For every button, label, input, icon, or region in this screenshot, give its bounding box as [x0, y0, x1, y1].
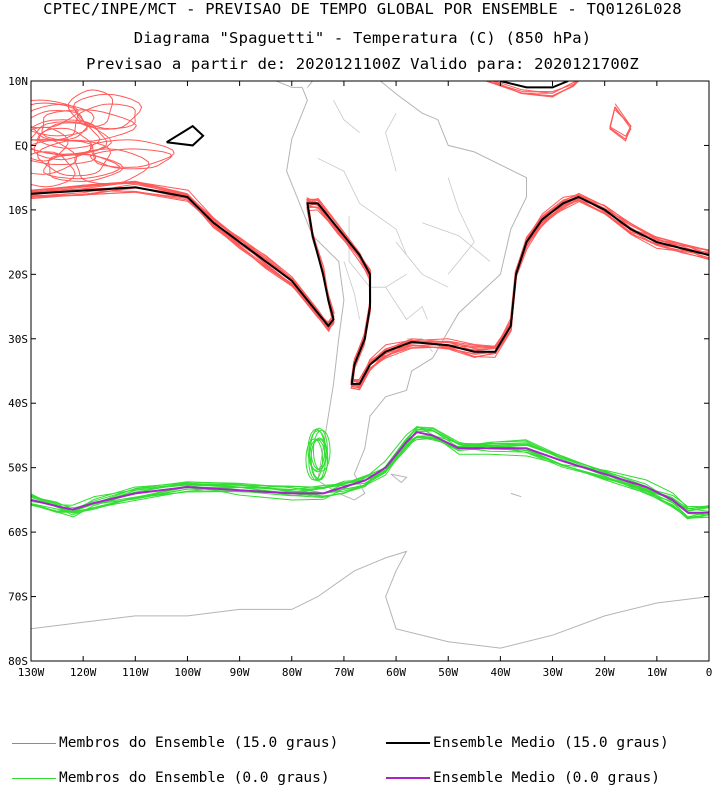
x-tick-label: 0	[706, 666, 713, 679]
legend-swatch	[12, 777, 56, 779]
legend-item-mean-15: Ensemble Medio (15.0 graus)	[386, 735, 669, 751]
y-tick-label: 70S	[8, 591, 28, 604]
member-loop-15	[31, 138, 78, 175]
legend-label: Membros do Ensemble (15.0 graus)	[59, 735, 339, 751]
country-border	[333, 100, 360, 133]
legend-swatch	[386, 742, 430, 744]
member-loop-0	[305, 438, 324, 481]
x-tick-label: 110W	[122, 666, 149, 679]
plot-frame	[30, 80, 710, 662]
member-loop-15	[31, 102, 79, 142]
mean-line-0	[31, 431, 709, 514]
member-loop-15	[43, 153, 120, 180]
x-tick-label: 30W	[543, 666, 563, 679]
south-america-outline	[286, 81, 527, 501]
member-line-15	[31, 191, 709, 387]
member-line-15	[31, 180, 709, 390]
legend-item-members-0: Membros do Ensemble (0.0 graus)	[12, 770, 330, 786]
x-tick-label: 130W	[18, 666, 45, 679]
member-loop-15	[31, 109, 88, 137]
country-border	[317, 157, 407, 256]
x-tick-label: 40W	[490, 666, 510, 679]
country-border	[447, 177, 475, 275]
x-tick-label: 50W	[438, 666, 458, 679]
legend-item-members-15: Membros do Ensemble (15.0 graus)	[12, 735, 338, 751]
member-loop-15	[89, 148, 173, 170]
continent-outlines	[31, 81, 709, 649]
member-loop-15	[37, 122, 101, 149]
x-axis: 130W 120W 110W 100W 90W 80W 70W 60W 50W 40W 30W 20W…	[18, 81, 713, 679]
y-tick-label: 80S	[8, 655, 28, 668]
member-loop-15	[36, 139, 112, 177]
member-line-15	[486, 81, 579, 94]
member-line-0	[31, 425, 709, 512]
y-tick-label: 60S	[8, 526, 28, 539]
chart-title-line3: Previsao a partir de: 2020121100Z Valido…	[86, 55, 639, 73]
south-georgia-outline	[510, 492, 522, 498]
mean-line-15	[31, 186, 709, 385]
x-tick-label: 10W	[647, 666, 667, 679]
member-loop-0	[310, 437, 329, 480]
member-loop-0	[310, 427, 328, 471]
member-loop-15	[74, 148, 150, 185]
legend-label: Membros do Ensemble (0.0 graus)	[59, 770, 330, 786]
member-loop-15	[33, 127, 93, 161]
legend-label: Ensemble Medio (15.0 graus)	[433, 735, 669, 751]
x-tick-label: 120W	[70, 666, 97, 679]
legend-item-mean-0: Ensemble Medio (0.0 graus)	[386, 770, 660, 786]
member-loop-0	[312, 429, 331, 472]
country-border	[385, 286, 428, 320]
member-loop-15	[31, 103, 95, 141]
y-tick-label: 30S	[8, 333, 28, 346]
country-border	[385, 113, 397, 172]
x-tick-label: 20W	[595, 666, 615, 679]
x-tick-label: 100W	[174, 666, 201, 679]
y-tick-label: 20S	[8, 268, 28, 281]
member-loop-15	[72, 93, 143, 130]
country-border	[422, 222, 491, 262]
legend-label: Ensemble Medio (0.0 graus)	[433, 770, 660, 786]
antarctica-outline	[31, 550, 709, 649]
member-line-0	[31, 430, 709, 513]
member-loop-15	[31, 139, 97, 166]
central-america-outline	[275, 81, 303, 88]
member-loop-15	[31, 99, 79, 129]
mean-line-15	[166, 124, 205, 147]
y-tick-label: 50S	[8, 462, 28, 475]
legend-swatch	[386, 777, 430, 779]
mean-line-15	[500, 81, 569, 89]
member-loop-0	[307, 428, 326, 471]
member-loop-15	[67, 89, 114, 128]
x-tick-label: 90W	[230, 666, 250, 679]
member-loop-15	[77, 103, 136, 130]
y-tick-label: EQ	[15, 139, 28, 152]
ensemble-means	[31, 81, 709, 514]
country-border	[343, 261, 360, 320]
legend-swatch	[12, 742, 56, 744]
member-loop-15	[609, 106, 632, 137]
x-tick-label: 80W	[282, 666, 302, 679]
member-loop-15	[89, 139, 175, 168]
chart-title-line2: Diagrama "Spaguetti" - Temperatura (C) (…	[133, 29, 592, 47]
country-border	[395, 241, 449, 288]
y-tick-label: 10N	[8, 75, 28, 88]
y-axis: 10N EQ 10S 20S 30S 40S 50S 60S 70S 80S	[8, 75, 709, 668]
y-tick-label: 10S	[8, 204, 28, 217]
y-tick-label: 40S	[8, 397, 28, 410]
chart-title-line1: CPTEC/INPE/MCT - PREVISAO DE TEMPO GLOBA…	[43, 0, 682, 18]
x-tick-label: 60W	[386, 666, 406, 679]
x-tick-label: 70W	[334, 666, 354, 679]
falklands-outline	[390, 473, 408, 484]
